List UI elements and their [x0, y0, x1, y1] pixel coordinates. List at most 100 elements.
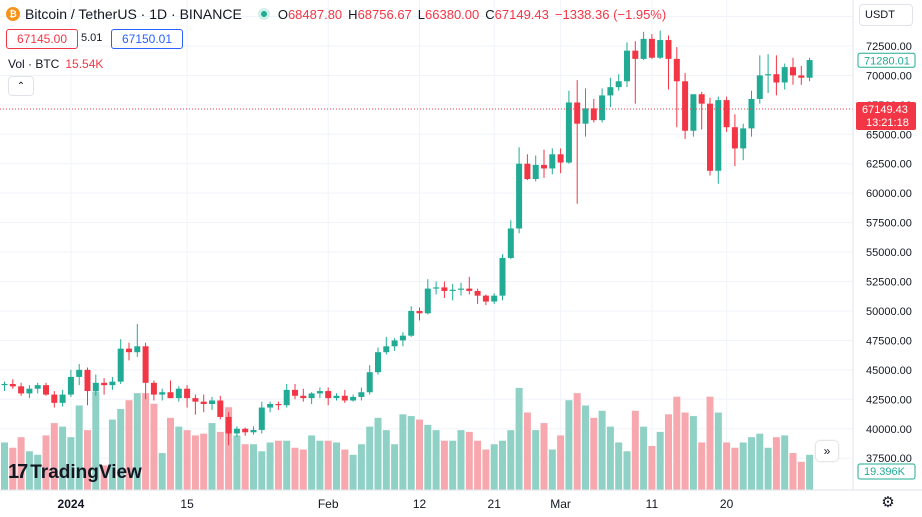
volume-bar [308, 435, 316, 490]
buy-price-button[interactable]: 67150.01 [111, 29, 183, 49]
volume-bar [84, 430, 91, 490]
volume-bar [59, 426, 67, 490]
volume-bar [225, 407, 233, 490]
candle-body [466, 288, 473, 291]
candle-body [192, 398, 199, 402]
volume-bar [200, 433, 208, 490]
y-tick-label: 57500.00 [866, 218, 912, 230]
volume-bar [673, 396, 681, 490]
settings-gear-icon[interactable]: ⚙ [881, 494, 895, 511]
currency-select[interactable]: USDT [859, 4, 913, 26]
candle-body [391, 340, 398, 347]
last-price-label: 67149.43 [862, 104, 908, 116]
candle-body [184, 388, 191, 399]
volume-bar [9, 447, 17, 490]
volume-bar [316, 440, 324, 490]
sell-price-button[interactable]: 67145.00 [6, 29, 78, 49]
volume-bar [698, 442, 706, 490]
hover-price-label: 71280.01 [864, 55, 910, 67]
volume-bar [133, 393, 141, 490]
candle-body [507, 228, 514, 258]
candle-body [482, 295, 489, 302]
volume-bar [42, 435, 50, 490]
y-tick-label: 70000.00 [866, 70, 912, 82]
candle-body [607, 87, 614, 96]
candle-body [84, 369, 91, 392]
candle-body [491, 295, 498, 302]
volume-bar [25, 451, 33, 490]
volume-bar [266, 442, 274, 490]
volume-bar [573, 393, 581, 490]
volume-bar [324, 440, 332, 490]
candlestick-series [1, 30, 813, 446]
candle-body [134, 346, 141, 353]
y-tick-label: 62500.00 [866, 159, 912, 171]
candle-body [350, 396, 357, 401]
symbol-title[interactable]: Bitcoin / TetherUS · 1D · BINANCE [25, 6, 242, 22]
scroll-to-realtime-button[interactable]: » [816, 441, 838, 461]
x-tick-label: 15 [180, 497, 194, 511]
last-price-label-bg [856, 101, 916, 130]
candle-body [209, 400, 215, 405]
volume-bar [142, 393, 150, 490]
candle-body [565, 102, 572, 163]
volume-bar [731, 447, 739, 490]
collapse-legend-button[interactable]: ⌃ [8, 76, 34, 96]
candle-body [283, 389, 290, 406]
candle-body [341, 395, 348, 401]
volume-bar [374, 417, 382, 490]
candle-body [532, 164, 539, 180]
candle-body [723, 100, 730, 128]
candle-body [582, 108, 589, 124]
y-tick-label: 45000.00 [866, 365, 912, 377]
volume-bar [291, 447, 299, 490]
volume-bar [440, 440, 448, 490]
candle-body [375, 352, 381, 373]
candle-body [806, 60, 813, 78]
ohlc-open: O68487.80 [277, 6, 343, 22]
volume-bar [739, 442, 747, 490]
volume-bar [482, 449, 490, 490]
volume-legend: Vol · BTC 15.54K [8, 57, 103, 71]
volume-bar [158, 453, 166, 490]
candle-body [574, 102, 581, 124]
volume-bar [208, 423, 216, 490]
candle-body [258, 407, 265, 430]
volume-bar [656, 431, 664, 490]
y-tick-label: 52500.00 [866, 277, 912, 289]
volume-bar [499, 440, 506, 490]
volume-bar [117, 409, 125, 490]
volume-bar [523, 412, 531, 490]
x-tick-label: 20 [720, 497, 734, 511]
candle-body [9, 383, 16, 387]
volume-bar [391, 444, 399, 490]
candle-body [250, 429, 257, 433]
y-tick-label: 37500.00 [866, 453, 912, 465]
y-tick-label: 42500.00 [866, 394, 912, 406]
volume-bar [565, 400, 573, 490]
candle-body [698, 94, 705, 104]
candle-body [449, 289, 456, 291]
ohlc-change: −1338.36 (−1.95%) [554, 6, 667, 22]
volume-axis-label-bg [857, 463, 916, 480]
volume-bar [233, 435, 241, 490]
candle-body [1, 383, 8, 386]
tradingview-logo[interactable]: 17 TradingView [8, 461, 142, 484]
volume-bar [333, 442, 340, 490]
volume-bar [125, 400, 133, 490]
ohlc-close: C67149.43 [485, 6, 549, 22]
volume-bar [714, 412, 722, 490]
volume-bar [648, 445, 656, 490]
market-status-icon[interactable] [257, 8, 270, 20]
candle-body [67, 376, 74, 395]
candle-body [333, 395, 340, 399]
volume-bar [806, 454, 814, 490]
candle-body [458, 288, 464, 290]
volume-bar [474, 440, 482, 490]
volume-bar [349, 454, 357, 490]
volume-bar [557, 435, 565, 490]
volume-bar [781, 435, 789, 490]
volume-bar [723, 442, 731, 490]
